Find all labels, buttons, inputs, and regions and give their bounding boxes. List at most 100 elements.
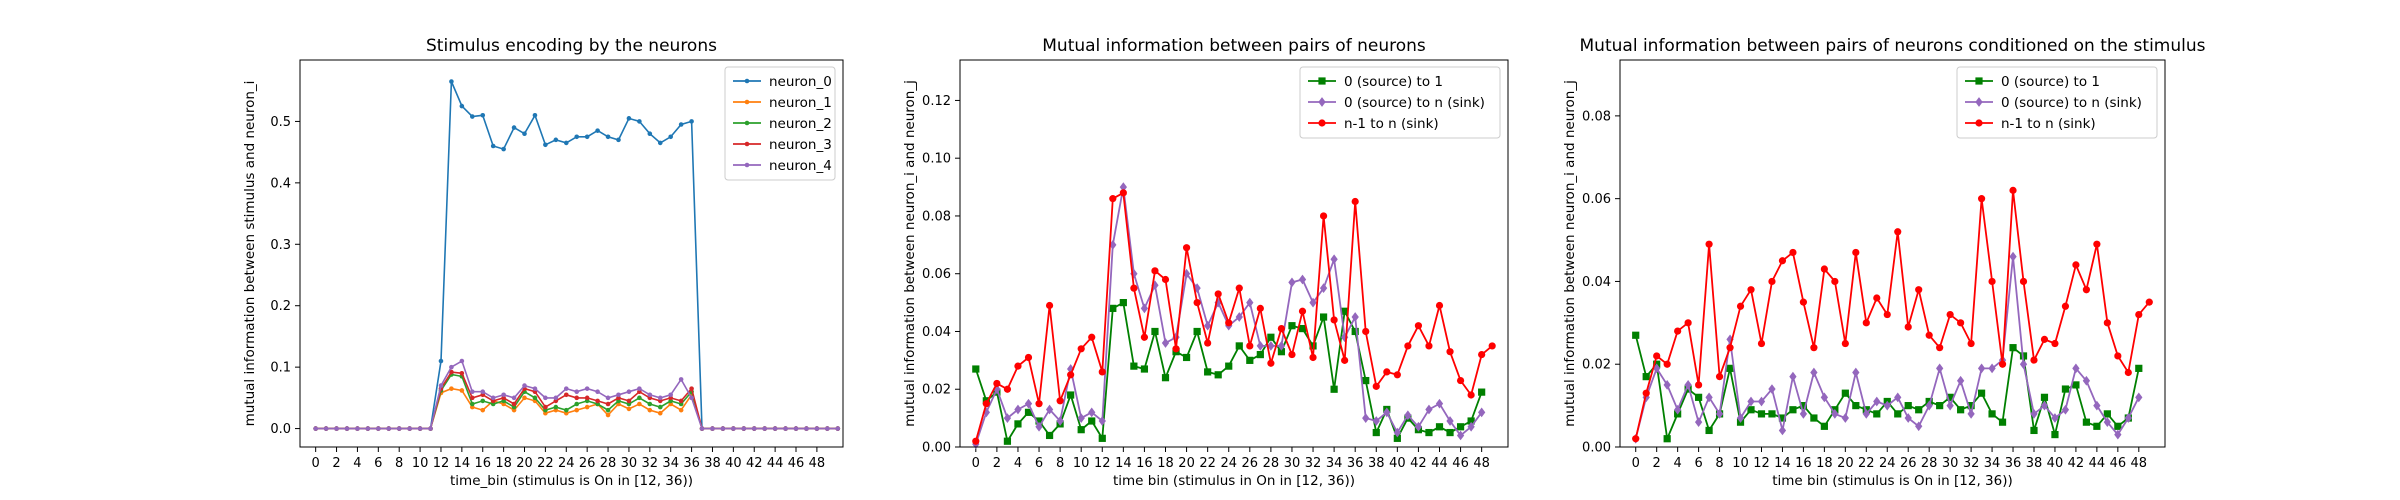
legend-box [1956,66,2158,139]
data-point [1915,406,1923,414]
data-point [1256,350,1264,359]
data-point [1998,418,2007,426]
data-point [501,146,506,152]
data-point [1852,402,1860,410]
x-tick-label: 46 [788,456,805,471]
data-point [490,395,496,401]
data-point [459,358,465,364]
data-point [1894,410,1902,418]
data-point [689,386,694,391]
data-point [1435,301,1444,310]
x-tick-label: 18 [495,456,512,471]
x-tick-label: 2 [332,456,340,471]
x-tick-label: 32 [642,456,659,471]
data-point [1715,373,1724,381]
x-tick-label: 14 [454,456,471,471]
data-point [313,426,318,431]
data-point [657,404,663,410]
data-point [647,401,653,407]
series-0-source-to-1 [1632,331,2143,443]
x-tick-label: 36 [1347,456,1364,471]
data-point [637,119,642,124]
legend-label: neuron_0 [769,74,832,90]
data-point [783,426,788,431]
x-tick-label: 38 [704,456,721,471]
data-point [563,392,569,398]
data-point [1789,371,1797,382]
legend-marker [744,78,750,84]
chart-title: Stimulus encoding by the neurons [426,36,717,56]
x-tick-label: 10 [1732,456,1749,471]
legend-label: neuron_3 [769,137,832,153]
x-tick-label: 40 [1389,456,1406,471]
x-tick-label: 32 [1963,456,1980,471]
data-point [1235,342,1243,350]
y-axis-label: mutual information between neuron_i and … [1562,80,1578,427]
data-point [2135,310,2143,319]
x-tick-label: 36 [2005,456,2022,471]
data-point [1003,385,1012,393]
legend-box [1299,66,1501,139]
data-point [1946,393,1954,401]
data-point [2051,413,2059,423]
data-point [804,426,809,431]
data-point [563,386,569,391]
data-point [376,426,381,431]
data-point [480,407,486,413]
data-point [751,426,757,431]
data-point [2030,409,2038,419]
data-point [1362,413,1370,423]
data-point [1277,341,1286,351]
data-point [1003,437,1012,445]
data-point [2051,430,2059,439]
data-point [501,392,506,398]
data-point [1726,344,1734,352]
data-point [1768,410,1776,418]
plot-frame [299,59,844,448]
data-point [1319,212,1328,220]
data-point [647,392,653,398]
data-point [657,140,663,146]
data-point [1810,367,1818,378]
data-point [1235,312,1243,322]
x-tick-label: 42 [1410,456,1427,471]
data-point [2135,364,2143,372]
data-point [1967,409,1975,419]
x-tick-label: 2 [993,456,1001,471]
data-point [469,401,475,407]
x-tick-label: 20 [1178,456,1195,471]
data-point [1204,368,1212,376]
data-point [2093,400,2101,411]
data-point [2009,251,2017,262]
data-point [605,134,611,140]
y-tick-label: 0.4 [270,176,291,191]
x-tick-label: 24 [1220,456,1237,471]
data-point [1035,417,1043,425]
x-tick-label: 38 [1368,456,1385,471]
data-point [1288,277,1296,288]
data-point [1362,327,1370,336]
data-point [1267,333,1275,341]
data-point [1351,327,1359,336]
data-point [1789,248,1797,257]
data-point [689,119,694,124]
data-point [459,103,465,109]
data-point [1467,421,1475,432]
data-point [574,134,580,140]
data-point [595,398,600,404]
data-point [1757,396,1766,407]
data-point [1915,421,1923,432]
data-point [469,395,475,401]
data-point [1988,277,1996,286]
data-point [532,112,538,118]
x-tick-label: 4 [353,456,361,471]
legend-label: neuron_2 [769,116,832,132]
x-tick-label: 34 [1326,456,1343,471]
data-point [1372,416,1380,426]
data-point [532,395,538,401]
data-point [1298,307,1307,315]
data-point [1715,409,1724,419]
x-tick-label: 30 [621,456,638,471]
y-axis-label: mutual information between stimulus and … [242,81,258,427]
